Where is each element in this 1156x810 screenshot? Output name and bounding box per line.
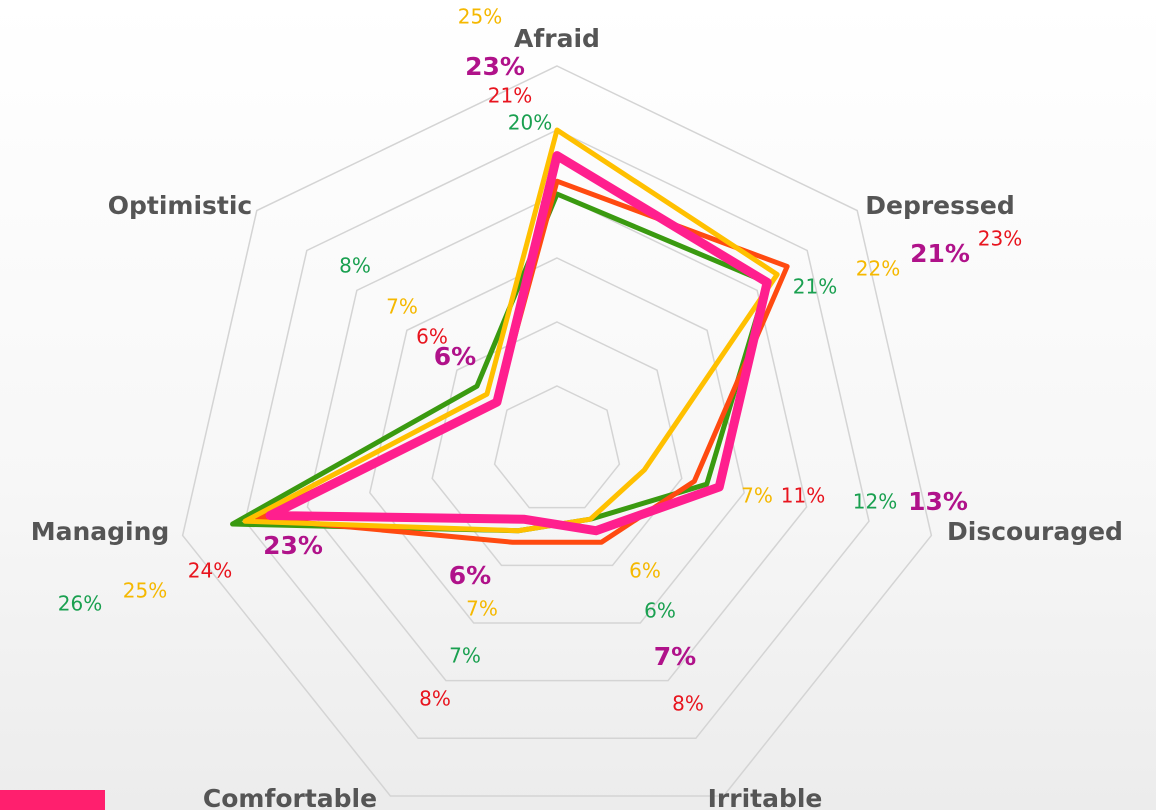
grid-ring: [431, 321, 683, 567]
series-line: [265, 151, 772, 536]
data-label: 23%: [263, 531, 323, 560]
data-label: 23%: [465, 52, 525, 81]
data-label: 23%: [978, 227, 1022, 251]
data-label: 7%: [386, 295, 418, 319]
data-label: 8%: [419, 687, 451, 711]
data-label: 21%: [910, 239, 970, 268]
data-label: 12%: [853, 490, 897, 514]
axis-label: Irritable: [708, 784, 823, 810]
grid-ring: [306, 193, 808, 682]
data-label: 8%: [339, 254, 371, 278]
grid-ring: [493, 385, 621, 509]
data-label: 24%: [188, 559, 232, 583]
grid-ring: [369, 257, 745, 624]
data-label: 7%: [741, 484, 773, 508]
axis-label: Afraid: [514, 24, 600, 53]
data-label: 6%: [416, 325, 448, 349]
axis-label: Discouraged: [947, 517, 1123, 546]
data-label: 7%: [466, 597, 498, 621]
series-line: [230, 191, 770, 534]
data-label: 6%: [434, 342, 476, 371]
axis-label: Managing: [31, 517, 170, 546]
axis-label: Optimistic: [108, 191, 253, 220]
data-label: 25%: [123, 579, 167, 603]
data-label: 26%: [58, 592, 102, 616]
data-label: 6%: [629, 559, 661, 583]
data-label: 25%: [458, 5, 502, 29]
data-label: 13%: [908, 487, 968, 516]
corner-badge: [0, 790, 105, 810]
data-label: 7%: [654, 642, 696, 671]
data-label: 21%: [488, 84, 532, 108]
data-label: 6%: [644, 599, 676, 623]
data-label: 20%: [508, 111, 552, 135]
grid-ring: [244, 129, 870, 740]
data-label: 8%: [672, 692, 704, 716]
data-label: 22%: [856, 257, 900, 281]
grid-ring: [181, 65, 933, 797]
data-label: 7%: [449, 644, 481, 668]
data-label: 21%: [793, 275, 837, 299]
axis-label: Comfortable: [203, 784, 377, 810]
data-label: 11%: [781, 484, 825, 508]
data-label: 6%: [449, 561, 491, 590]
axis-label: Depressed: [865, 191, 1015, 220]
